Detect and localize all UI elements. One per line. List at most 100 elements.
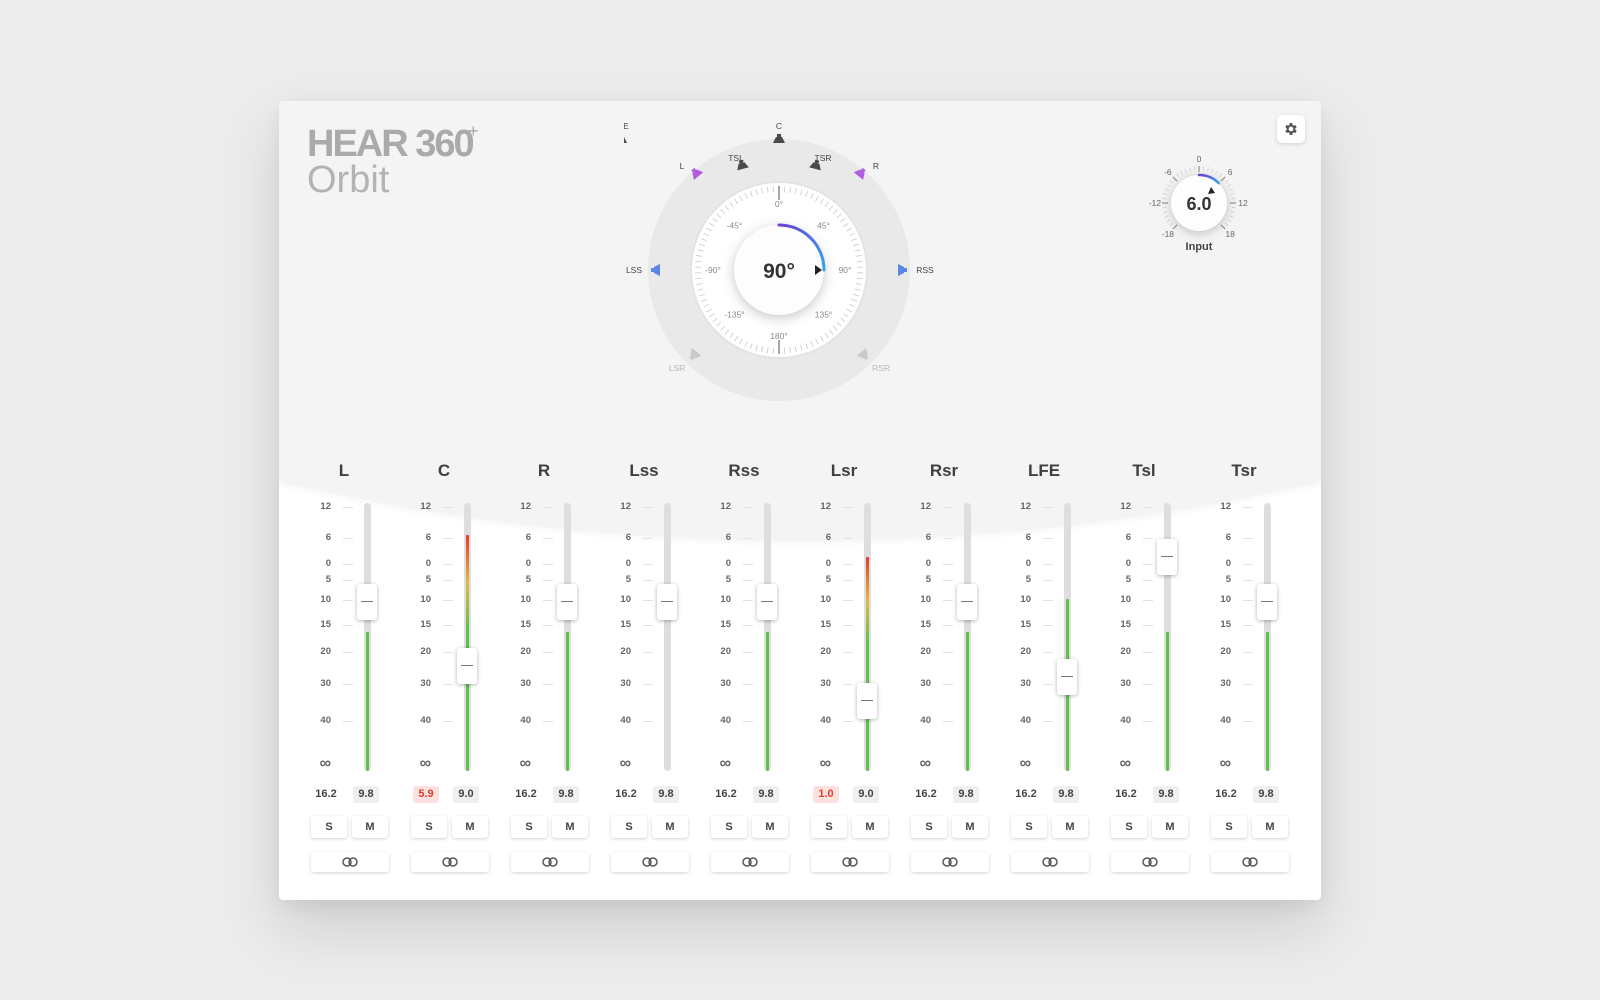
solo-button[interactable]: S: [1111, 816, 1147, 838]
fader-handle[interactable]: [757, 584, 777, 621]
mute-button[interactable]: M: [652, 816, 688, 838]
fader-handle[interactable]: [657, 584, 677, 621]
dial-tick: [853, 243, 860, 247]
solo-button[interactable]: S: [1211, 816, 1247, 838]
fader-track[interactable]: [764, 503, 771, 771]
link-button[interactable]: [811, 852, 889, 872]
scale-gridline: [743, 600, 753, 601]
speaker-icon[interactable]: [853, 165, 869, 180]
fader-track[interactable]: [864, 503, 871, 771]
solo-button[interactable]: S: [711, 816, 747, 838]
link-button[interactable]: [1111, 852, 1189, 872]
solo-button[interactable]: S: [411, 816, 447, 838]
mute-button[interactable]: M: [752, 816, 788, 838]
speaker-icon[interactable]: [624, 134, 627, 143]
speaker-label: L: [680, 161, 685, 171]
mute-button[interactable]: M: [852, 816, 888, 838]
input-knob-cap[interactable]: [1171, 175, 1227, 231]
speaker-icon[interactable]: [773, 134, 785, 143]
knob-tick: [1220, 176, 1226, 182]
fader-handle[interactable]: [557, 584, 577, 621]
dial-tick: [697, 288, 704, 291]
scale-gridline: [543, 580, 553, 581]
solo-button[interactable]: S: [511, 816, 547, 838]
channel-strip-lfe: LFE 12 6 0 5 10 15 20 30 40 ∞ 16.2 9.8 S M: [1009, 461, 1089, 881]
fader-track[interactable]: [964, 503, 971, 771]
knob-tick: [1169, 222, 1174, 226]
mute-button[interactable]: M: [452, 816, 488, 838]
dial-tick: [789, 186, 792, 193]
mute-button[interactable]: M: [352, 816, 388, 838]
speaker-icon[interactable]: [688, 165, 704, 180]
rms-value: 9.8: [753, 786, 779, 803]
fader-track[interactable]: [364, 503, 371, 771]
speaker-icon[interactable]: [651, 264, 660, 276]
fader-track[interactable]: [1064, 503, 1071, 771]
channel-name: Tsl: [1132, 461, 1156, 480]
scale-gridline: [743, 625, 753, 626]
link-icon: [742, 857, 758, 867]
scale-label: 6: [425, 532, 431, 543]
speaker-icon[interactable]: [898, 264, 907, 276]
fader-track[interactable]: [464, 503, 471, 771]
link-button[interactable]: [311, 852, 389, 872]
fader-handle[interactable]: [957, 584, 977, 621]
link-button[interactable]: [711, 852, 789, 872]
scale-label: 6: [325, 532, 331, 543]
solo-button[interactable]: S: [911, 816, 947, 838]
link-button[interactable]: [511, 852, 589, 872]
solo-button[interactable]: S: [311, 816, 347, 838]
fader-track[interactable]: [664, 503, 671, 771]
link-button[interactable]: [611, 852, 689, 872]
scale-gridline: [743, 507, 753, 508]
mute-button[interactable]: M: [952, 816, 988, 838]
peak-value: 1.0: [813, 786, 839, 803]
link-button[interactable]: [911, 852, 989, 872]
link-button[interactable]: [411, 852, 489, 872]
knob-tick: [1172, 224, 1178, 230]
input-pointer-icon: [1208, 187, 1215, 194]
solo-button[interactable]: S: [611, 816, 647, 838]
fader-handle[interactable]: [1157, 538, 1177, 575]
input-knob[interactable]: 0 6 12 18 -18 -12 -6 6.0 Input: [1129, 146, 1269, 266]
dial-tick: [855, 283, 862, 285]
plugin-panel: HEAR 360 + Orbit 0° 45° 90° 135° 180° -135° -9…: [279, 101, 1321, 900]
peak-value: 16.2: [1115, 788, 1137, 800]
dial-tick: [739, 195, 743, 202]
dial-tick: [703, 232, 710, 237]
solo-button[interactable]: S: [1011, 816, 1047, 838]
fader-track[interactable]: [564, 503, 571, 771]
scale-gridline: [1243, 600, 1253, 601]
scale-label: 40: [1120, 715, 1131, 726]
fader-track[interactable]: [1164, 503, 1171, 771]
speaker-icon[interactable]: [856, 348, 872, 363]
link-button[interactable]: [1011, 852, 1089, 872]
angle-knob[interactable]: [734, 225, 824, 315]
orbit-panner[interactable]: 0° 45° 90° 135° 180° -135° -90° -45° 90° LFE C L R…: [624, 117, 934, 417]
link-button[interactable]: [1211, 852, 1289, 872]
mute-button[interactable]: M: [1252, 816, 1288, 838]
speaker-icon[interactable]: [686, 348, 702, 363]
rms-value: 9.0: [853, 786, 879, 803]
scale-gridline: [443, 684, 453, 685]
scale-gridline: [643, 538, 653, 539]
scale-label: 6: [725, 532, 731, 543]
speaker-icon[interactable]: [735, 159, 749, 171]
mute-button[interactable]: M: [1052, 816, 1088, 838]
fader-handle[interactable]: [1257, 584, 1277, 621]
dial-tick: [824, 201, 829, 208]
fader-handle[interactable]: [1057, 659, 1077, 696]
mute-button[interactable]: M: [1152, 816, 1188, 838]
fader-handle[interactable]: [857, 683, 877, 720]
fader-track[interactable]: [1264, 503, 1271, 771]
settings-button[interactable]: [1277, 115, 1305, 143]
solo-button[interactable]: S: [811, 816, 847, 838]
scale-gridline: [943, 721, 953, 722]
fader-handle[interactable]: [457, 648, 477, 685]
dial-tick: [805, 343, 809, 350]
dial-tick: [720, 325, 726, 331]
dial-tick: [716, 213, 722, 219]
speaker-icon[interactable]: [809, 159, 823, 171]
mute-button[interactable]: M: [552, 816, 588, 838]
fader-handle[interactable]: [357, 584, 377, 621]
